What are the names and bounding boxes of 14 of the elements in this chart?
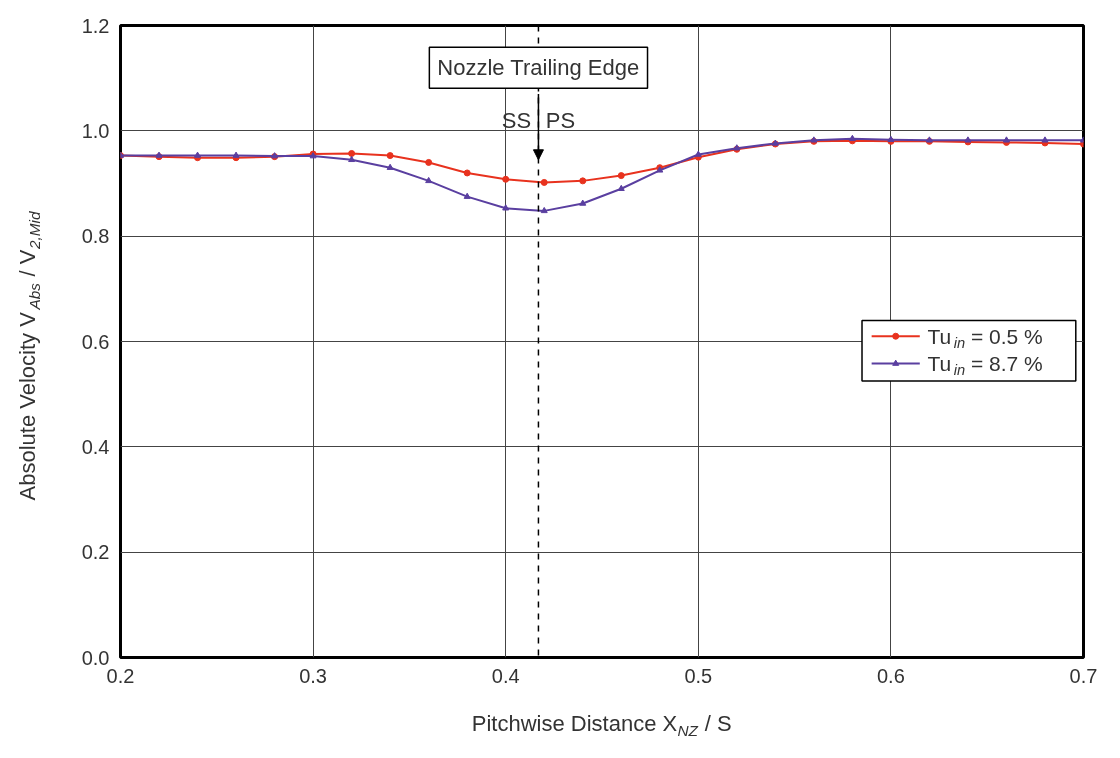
annotation: PS [545, 107, 576, 133]
annotation: Nozzle Trailing Edge [437, 55, 640, 81]
x-tick-label: 0.7 [1069, 664, 1098, 687]
y-tick-label: 0.6 [81, 330, 110, 353]
x-tick-label: 0.4 [491, 664, 520, 687]
y-tick-label: 0.8 [81, 225, 110, 248]
y-tick-label: 0.2 [81, 541, 110, 564]
y-tick-label: 0.4 [81, 435, 110, 458]
y-tick-label: 1.0 [81, 119, 110, 142]
x-tick-label: 0.6 [877, 664, 905, 687]
x-tick-label: 0.3 [299, 664, 328, 687]
y-tick-label: 1.2 [81, 14, 110, 37]
x-tick-label: 0.5 [684, 664, 713, 687]
y-axis-title: Absolute Velocity VAbs / V2,Mid [15, 210, 43, 501]
